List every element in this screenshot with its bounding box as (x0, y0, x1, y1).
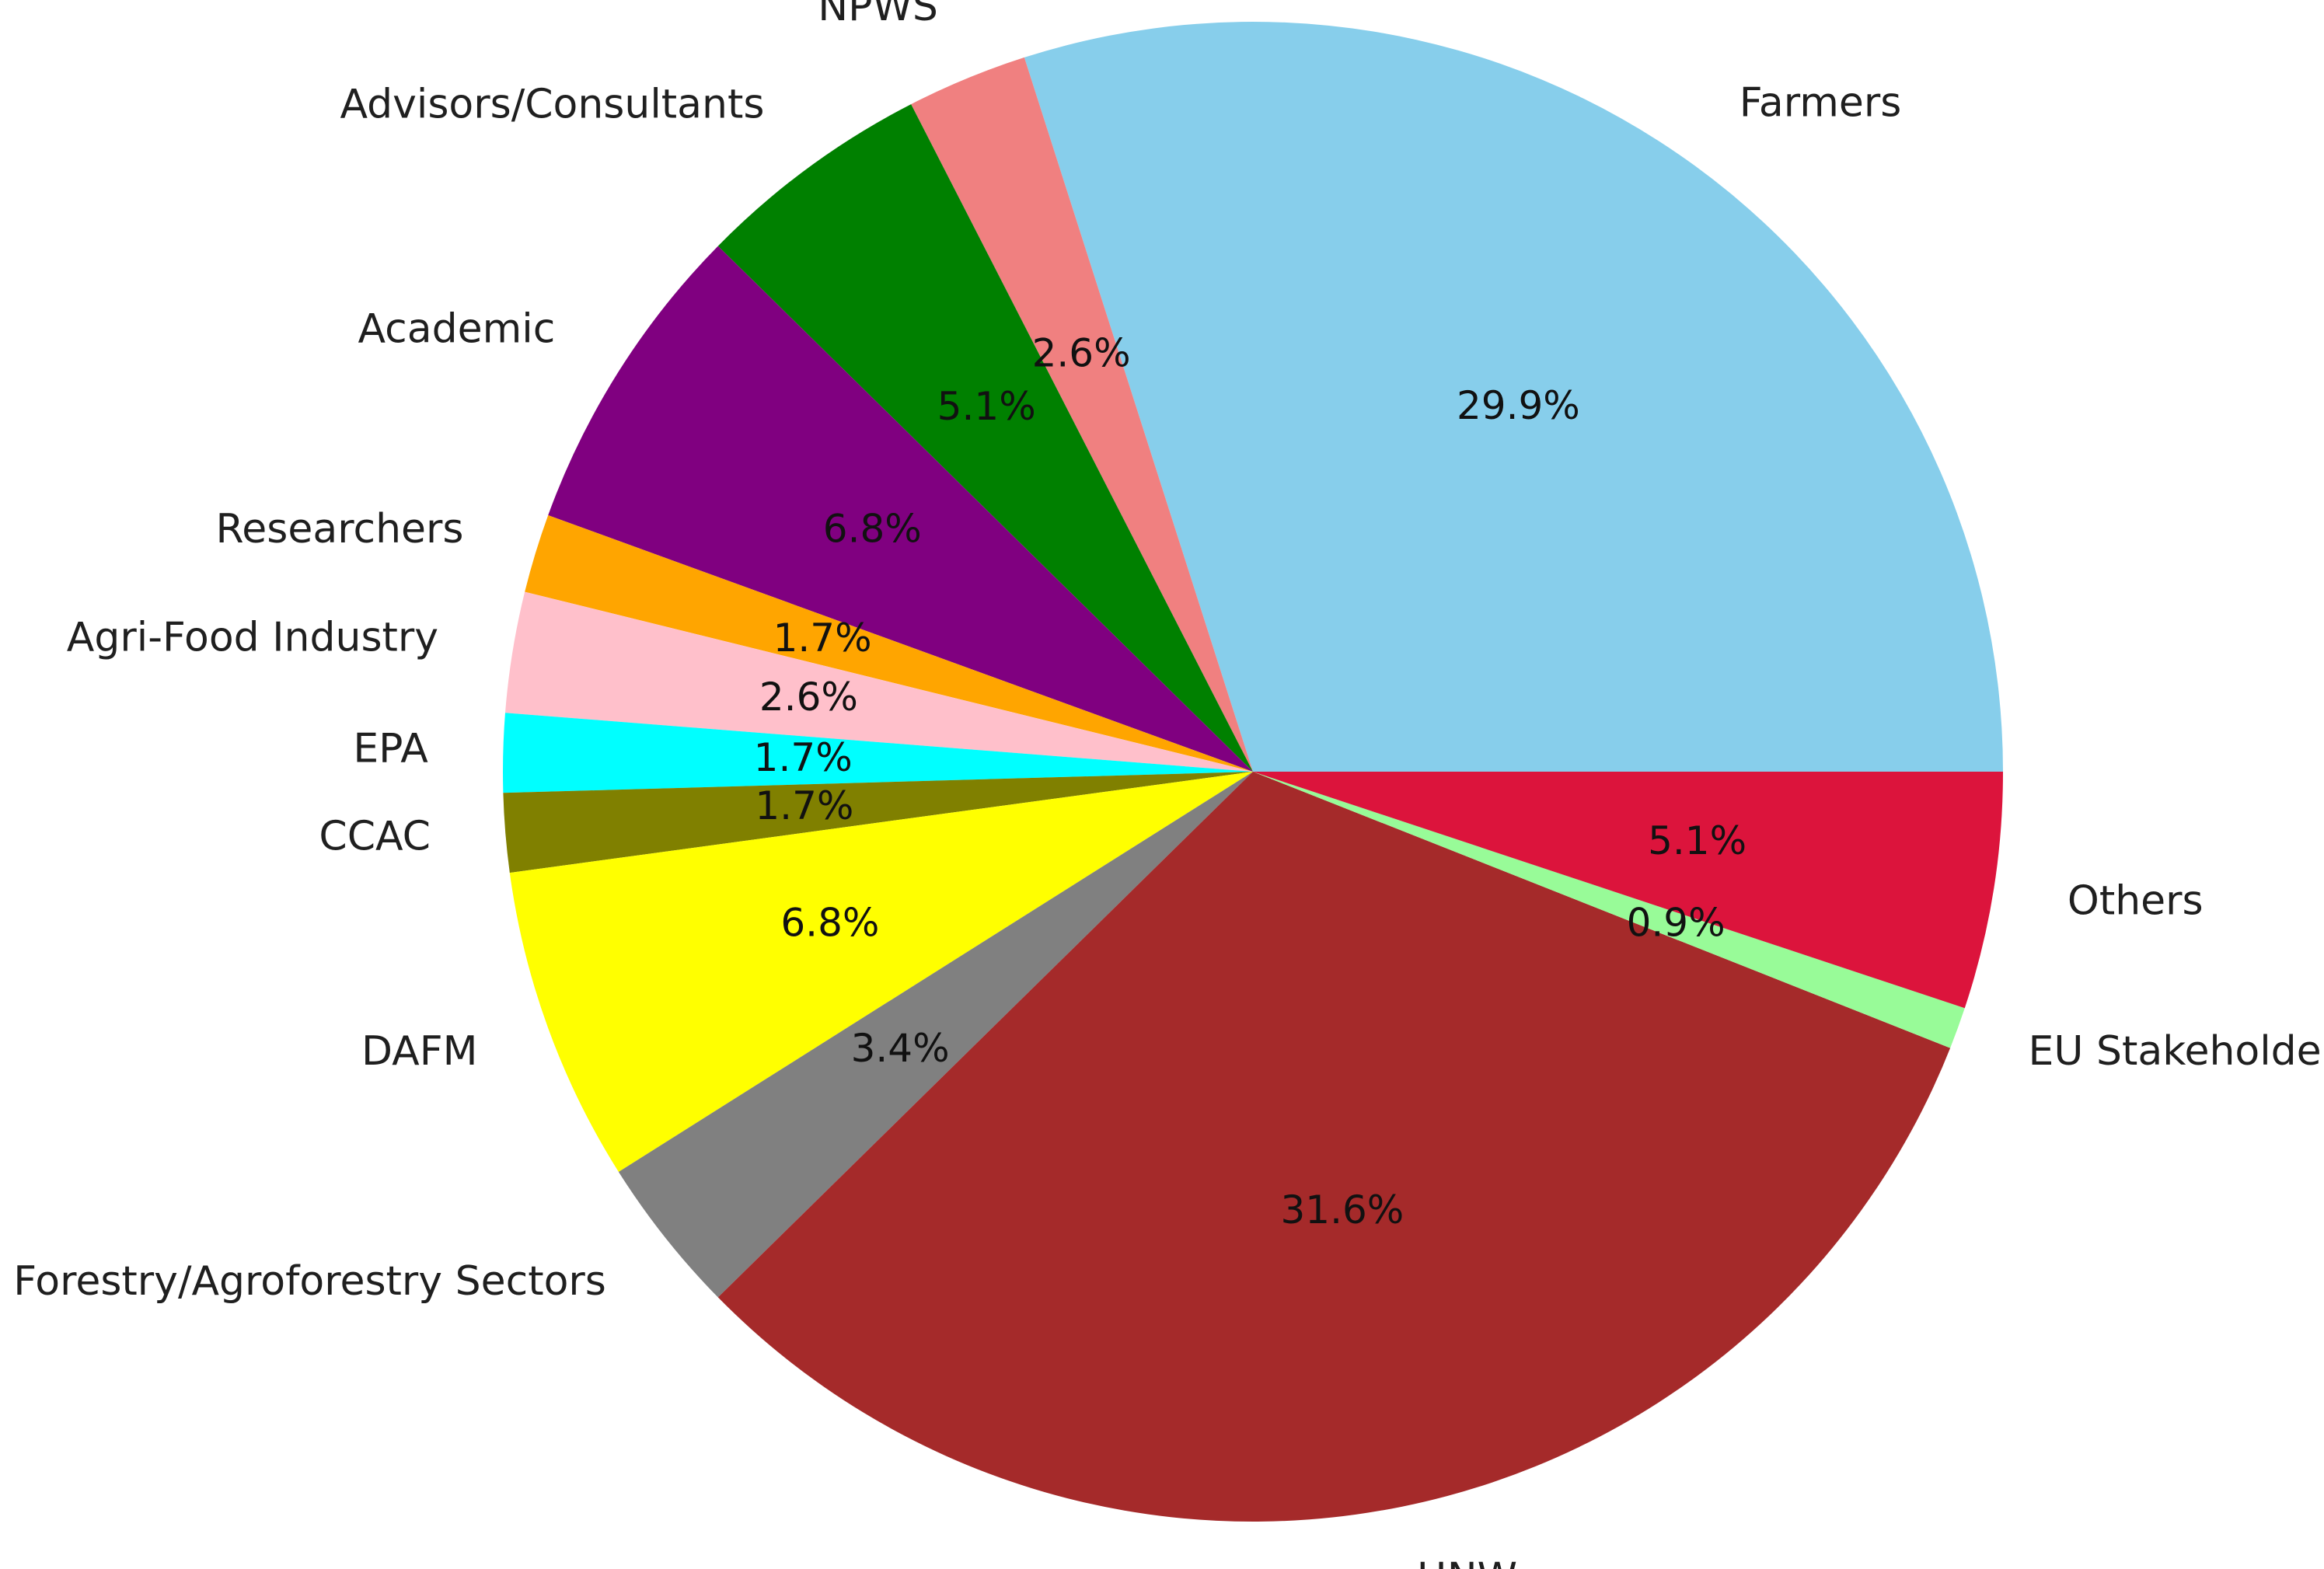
slice-label-hnw: HNW (1417, 1554, 1517, 1569)
slice-label-researchers: Researchers (216, 506, 464, 553)
pie-slice-farmers (1024, 22, 2003, 772)
pie-slices (503, 22, 2003, 1522)
slice-label-advisors-consultants: Advisors/Consultants (340, 82, 764, 128)
slice-label-ccac: CCAC (319, 814, 431, 860)
pie-slice-npws (911, 57, 1253, 772)
slice-label-dafm: DAFM (361, 1028, 477, 1075)
slice-label-forestry-agroforestry-sectors: Forestry/Agroforestry Sectors (13, 1258, 606, 1305)
pie-slice-researchers (525, 514, 1253, 772)
pie-slice-forestry-agroforestry-sectors (618, 772, 1253, 1298)
slice-label-others: Others (2068, 878, 2204, 925)
slice-pct-eu-stakeholder: 0.9% (1627, 901, 1726, 946)
pie-slice-agri-food-industry (504, 591, 1253, 772)
slice-pct-npws: 2.6% (1032, 330, 1131, 375)
slice-pct-forestry-agroforestry-sectors: 3.4% (851, 1026, 950, 1071)
slice-pct-others: 5.1% (1648, 818, 1746, 863)
slice-pct-ccac: 1.7% (755, 783, 853, 828)
slice-label-npws: NPWS (818, 0, 938, 30)
slice-label-eu-stakeholder: EU Stakeholder (2029, 1028, 2324, 1075)
pie-slice-ccac (503, 772, 1253, 873)
pie-slice-others (1253, 772, 2003, 1009)
pie-slice-hnw (717, 772, 1951, 1522)
pie-slice-dafm (509, 772, 1253, 1172)
slice-label-epa: EPA (353, 725, 428, 772)
slice-pct-hnw: 31.6% (1280, 1187, 1404, 1233)
pie-labels: Farmers 29.9% NPWS 2.6% Advisors/Consultants… (13, 0, 2324, 1569)
slice-pct-epa: 1.7% (754, 735, 853, 780)
slice-pct-farmers: 29.9% (1457, 383, 1580, 428)
slice-label-farmers: Farmers (1740, 80, 1902, 127)
pie-slice-advisors-consultants (717, 104, 1253, 772)
pie-slice-epa (503, 713, 1253, 793)
slice-pct-dafm: 6.8% (780, 901, 879, 946)
slice-pct-academic: 6.8% (823, 507, 922, 552)
pie-slice-academic (548, 246, 1253, 772)
slice-pct-researchers: 1.7% (773, 615, 872, 661)
slice-label-academic: Academic (358, 306, 555, 353)
pie-slice-eu-stakeholder (1253, 772, 1965, 1048)
slice-pct-advisors-consultants: 5.1% (937, 384, 1036, 429)
slice-pct-agri-food-industry: 2.6% (759, 675, 858, 720)
slice-label-agri-food-industry: Agri-Food Industry (67, 615, 438, 661)
